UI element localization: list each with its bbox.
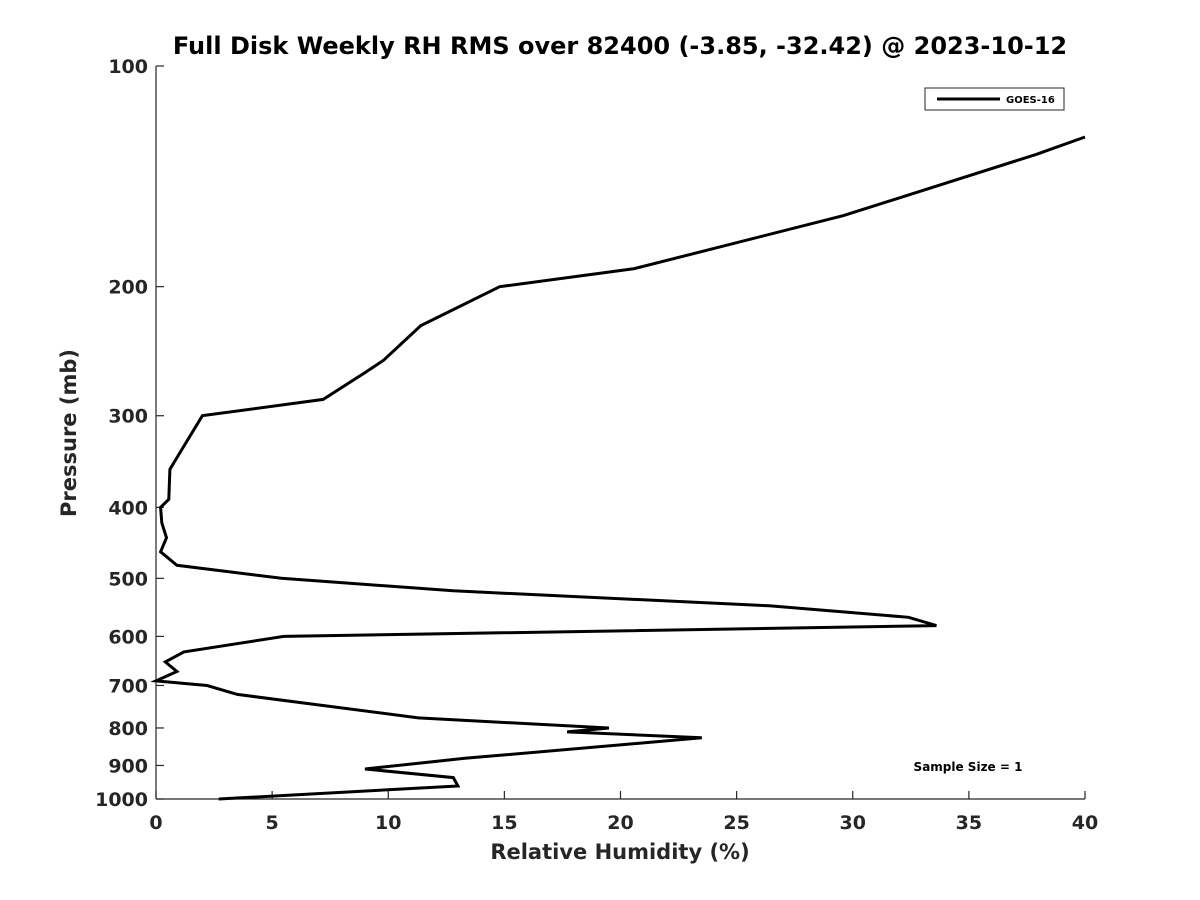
y-tick-label: 100 <box>108 56 148 78</box>
x-tick-label: 15 <box>491 812 517 834</box>
x-tick-label: 0 <box>149 812 162 834</box>
y-tick-label: 600 <box>108 626 148 648</box>
axis-ticks: 0 5 10 15 20 25 30 35 40 100 200 300 400 500 600 700 800… <box>95 56 1098 834</box>
y-tick-label: 800 <box>108 718 148 740</box>
x-tick-label: 5 <box>266 812 279 834</box>
y-tick-label: 700 <box>108 675 148 697</box>
legend: GOES-16 <box>924 87 1065 111</box>
x-tick-label: 30 <box>840 812 866 834</box>
x-tick-label: 10 <box>375 812 401 834</box>
y-tick-label: 1000 <box>95 789 148 811</box>
series-line-0 <box>150 135 1086 801</box>
plot-area-background <box>156 66 1085 799</box>
sample-size-annotation: Sample Size = 1 <box>914 760 1023 774</box>
y-tick-label: 900 <box>108 755 148 777</box>
y-tick-label: 300 <box>108 406 148 428</box>
y-axis-label: Pressure (mb) <box>57 349 81 517</box>
y-tick-label: 400 <box>108 497 148 519</box>
x-axis-label: Relative Humidity (%) <box>490 840 749 864</box>
legend-label: GOES-16 <box>1006 95 1055 106</box>
x-tick-label: 20 <box>607 812 633 834</box>
series-layer <box>150 135 1086 801</box>
y-tick-label: 200 <box>108 277 148 299</box>
x-tick-label: 40 <box>1072 812 1098 834</box>
x-tick-label: 35 <box>956 812 982 834</box>
chart-title: Full Disk Weekly RH RMS over 82400 (-3.8… <box>173 32 1067 60</box>
x-tick-label: 25 <box>723 812 749 834</box>
y-tick-label: 500 <box>108 568 148 590</box>
